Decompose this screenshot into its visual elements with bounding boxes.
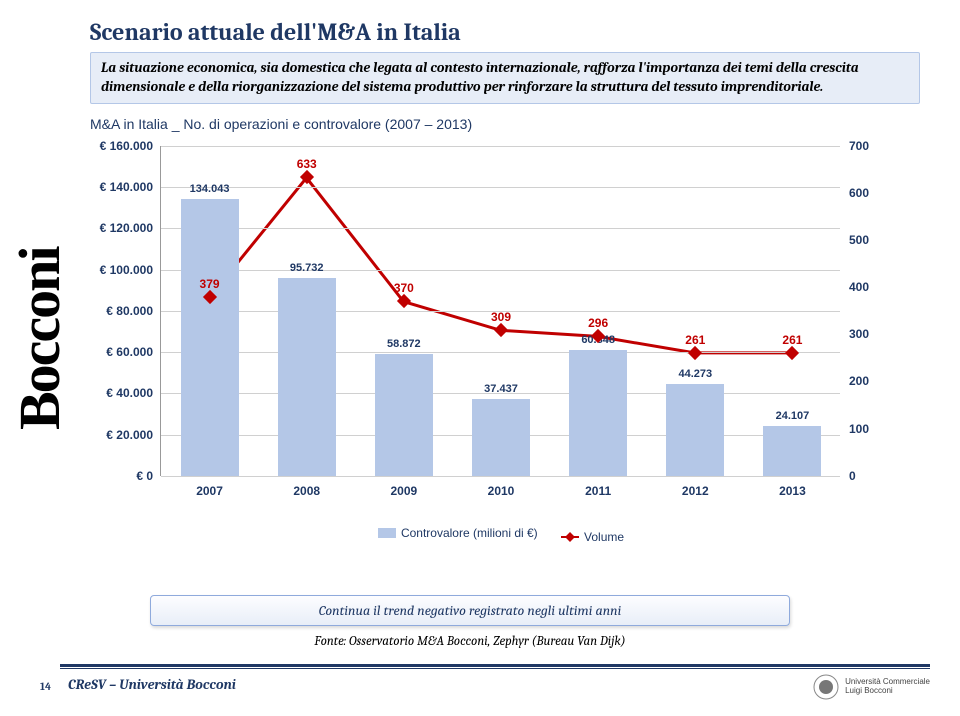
legend-bar-swatch (378, 528, 396, 538)
y-axis-left-tick: € 0 (91, 469, 153, 483)
x-axis-tick: 2009 (390, 484, 417, 498)
line-value-label: 261 (782, 333, 802, 347)
bar-value-label: 24.107 (776, 410, 810, 422)
y-axis-left-tick: € 140.000 (91, 180, 153, 194)
bar-value-label: 37.437 (484, 383, 518, 395)
subtitle-box: La situazione economica, sia domestica c… (90, 52, 920, 104)
bar (472, 399, 530, 476)
x-axis-tick: 2007 (196, 484, 223, 498)
grid-line (161, 187, 840, 188)
x-axis-tick: 2011 (585, 484, 611, 498)
bar (278, 278, 336, 475)
y-axis-right-tick: 100 (849, 422, 889, 436)
footer-divider (60, 664, 930, 669)
y-axis-right-tick: 300 (849, 327, 889, 341)
logo-text-line2: Luigi Bocconi (845, 687, 930, 696)
legend-bar: Controvalore (milioni di €) (378, 526, 538, 540)
legend-line-swatch (561, 536, 579, 538)
page-title: Scenario attuale dell'M&A in Italia (90, 18, 920, 46)
line-value-label: 633 (297, 157, 317, 171)
x-axis-tick: 2013 (779, 484, 806, 498)
y-axis-left-tick: € 40.000 (91, 386, 153, 400)
grid-line (161, 270, 840, 271)
line-value-label: 296 (588, 316, 608, 330)
x-axis-tick: 2012 (682, 484, 709, 498)
grid-line (161, 228, 840, 229)
x-axis-tick: 2008 (293, 484, 320, 498)
y-axis-right-tick: 500 (849, 233, 889, 247)
y-axis-right-tick: 600 (849, 186, 889, 200)
grid-line (161, 146, 840, 147)
footer-text: CReSV – Università Bocconi (68, 676, 236, 693)
chart-title: M&A in Italia _ No. di operazioni e cont… (90, 116, 900, 132)
legend-line: Volume (561, 530, 624, 544)
bar-value-label: 44.273 (678, 368, 712, 380)
bottom-note: Continua il trend negativo registrato ne… (150, 595, 790, 626)
chart: M&A in Italia _ No. di operazioni e cont… (90, 116, 900, 546)
chart-legend: Controvalore (milioni di €) Volume (161, 526, 841, 544)
grid-line (161, 352, 840, 353)
y-axis-left-tick: € 60.000 (91, 345, 153, 359)
bocconi-logo-icon (813, 674, 839, 700)
bar (569, 350, 627, 475)
page-number: 14 (40, 680, 51, 693)
sidebar-brand: Bocconi (6, 247, 73, 430)
y-axis-left-tick: € 160.000 (91, 139, 153, 153)
bar (666, 384, 724, 475)
line-value-label: 309 (491, 310, 511, 324)
bar-value-label: 58.872 (387, 338, 421, 350)
y-axis-right-tick: 700 (849, 139, 889, 153)
y-axis-left-tick: € 20.000 (91, 428, 153, 442)
grid-line (161, 476, 840, 477)
y-axis-right-tick: 0 (849, 469, 889, 483)
footer-logo: Università Commerciale Luigi Bocconi (813, 674, 930, 700)
logo-text: Università Commerciale Luigi Bocconi (845, 678, 930, 696)
bar (375, 354, 433, 475)
y-axis-left-tick: € 80.000 (91, 304, 153, 318)
y-axis-right-tick: 200 (849, 374, 889, 388)
bar (763, 426, 821, 476)
bar (181, 199, 239, 475)
line-value-label: 261 (685, 333, 705, 347)
line-value-label: 370 (394, 281, 414, 295)
legend-line-label: Volume (584, 530, 624, 544)
x-axis-tick: 2010 (488, 484, 515, 498)
bar-value-label: 95.732 (290, 262, 324, 274)
line-value-label: 379 (200, 277, 220, 291)
chart-plot: Controvalore (milioni di €) Volume € 0€ … (160, 146, 840, 476)
legend-bar-label: Controvalore (milioni di €) (401, 526, 538, 540)
y-axis-left-tick: € 100.000 (91, 263, 153, 277)
y-axis-left-tick: € 120.000 (91, 221, 153, 235)
y-axis-right-tick: 400 (849, 280, 889, 294)
bar-value-label: 134.043 (190, 183, 230, 195)
source-text: Fonte: Osservatorio M&A Bocconi, Zephyr … (150, 634, 790, 649)
